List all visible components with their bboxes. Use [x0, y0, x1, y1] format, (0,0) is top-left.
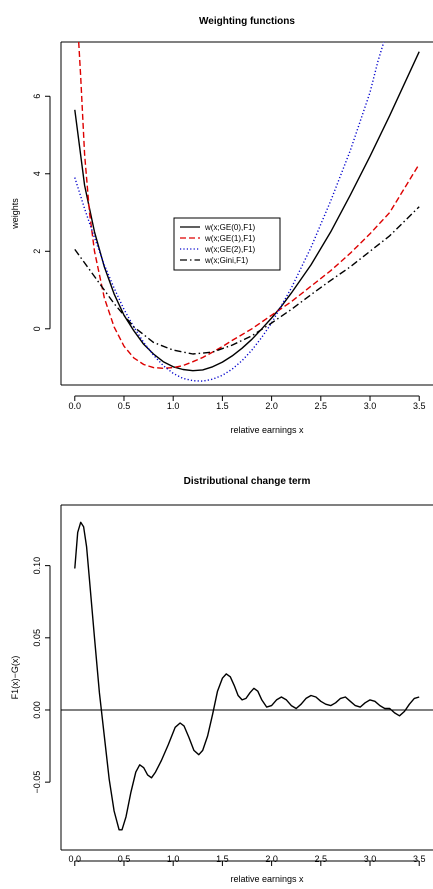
x-tick-label: 0.5	[118, 854, 131, 864]
panel-distributional-change: Distributional change term 0.0 0.5 1.0 1.5 2.…	[10, 476, 433, 884]
series-line-4	[74, 206, 420, 355]
y-tick-label: 0.05	[32, 629, 42, 647]
x-tick-label: 2.5	[315, 401, 328, 411]
y-tick-label: 6	[32, 94, 42, 99]
y-axis-label: F1(x)−G(x)	[10, 656, 20, 700]
plot-area	[74, 42, 420, 382]
y-tick-label: −0.05	[32, 771, 42, 794]
y-tick-label: 0.10	[32, 557, 42, 575]
y-tick-label: 2	[32, 249, 42, 254]
y-tick-label: 4	[32, 171, 42, 176]
x-tick-label: 1.5	[216, 401, 229, 411]
legend-label: w(x;GE(2),F1)	[204, 245, 256, 254]
x-tick-label: 3.0	[364, 401, 377, 411]
x-tick-label: 2.0	[265, 401, 278, 411]
x-tick-label: 3.5	[413, 401, 426, 411]
x-tick-label: 3.0	[364, 854, 377, 864]
series-line-3	[74, 42, 385, 382]
panel-weighting-functions: Weighting functions 0.0 0.5 1.0 1.5 2.0 2.5 3.0…	[10, 16, 433, 435]
x-axis-label: relative earnings x	[230, 874, 304, 884]
x-tick-label: 3.5	[413, 854, 426, 864]
y-axis-label: weights	[10, 198, 20, 230]
plot-area	[74, 521, 420, 831]
legend-label: w(x;GE(0),F1)	[204, 223, 256, 232]
legend-label: w(x;Gini,F1)	[204, 256, 248, 265]
series-line-2	[78, 42, 420, 369]
x-axis-label: relative earnings x	[230, 425, 304, 435]
x-tick-label: 2.5	[315, 854, 328, 864]
y-tick-label: 0.00	[32, 701, 42, 719]
chart-title: Weighting functions	[199, 16, 295, 27]
legend-label: w(x;GE(1),F1)	[204, 234, 256, 243]
y-tick-label: 0	[32, 326, 42, 331]
x-tick-label: 0.0	[69, 854, 82, 864]
series-line-1	[74, 51, 420, 372]
x-tick-label: 1.5	[216, 854, 229, 864]
series-line-1	[74, 521, 420, 831]
x-tick-label: 2.0	[265, 854, 278, 864]
x-tick-label: 1.0	[167, 854, 180, 864]
chart-title: Distributional change term	[184, 476, 311, 487]
x-tick-label: 0.5	[118, 401, 131, 411]
x-tick-label: 1.0	[167, 401, 180, 411]
x-tick-label: 0.0	[69, 401, 82, 411]
